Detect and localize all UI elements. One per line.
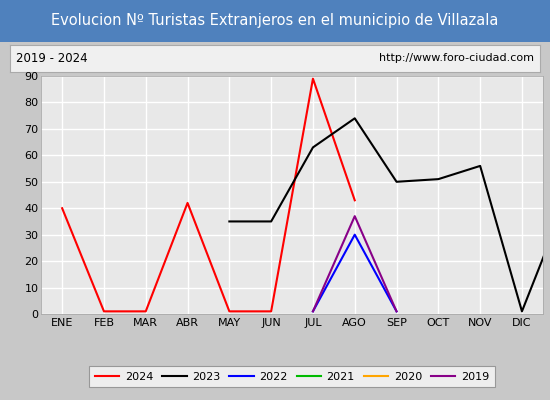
Text: Evolucion Nº Turistas Extranjeros en el municipio de Villazala: Evolucion Nº Turistas Extranjeros en el …: [51, 14, 499, 28]
Text: http://www.foro-ciudad.com: http://www.foro-ciudad.com: [379, 54, 534, 64]
Legend: 2024, 2023, 2022, 2021, 2020, 2019: 2024, 2023, 2022, 2021, 2020, 2019: [90, 366, 494, 387]
Text: 2019 - 2024: 2019 - 2024: [16, 52, 88, 65]
